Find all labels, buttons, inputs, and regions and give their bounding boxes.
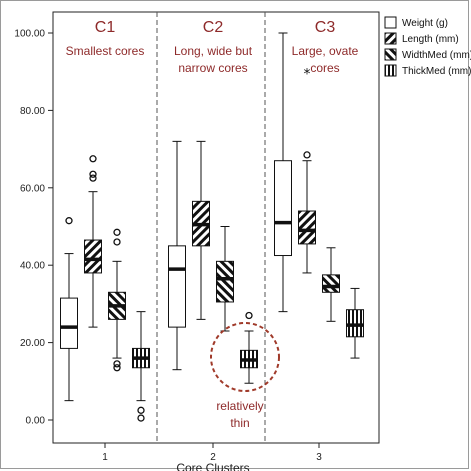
x-axis: 1 2 3: [102, 443, 322, 463]
legend-swatch-length: [384, 32, 397, 45]
box-2-cluster-1: [84, 191, 102, 328]
outlier-point: [89, 170, 97, 178]
legend-label-weight: Weight (g): [402, 18, 448, 29]
outlier-point: [113, 360, 121, 368]
box-3-cluster-1: [108, 260, 126, 359]
box-1-cluster-3: [274, 32, 292, 313]
box-iqr: [322, 274, 340, 293]
box-iqr: [216, 260, 234, 303]
box-3-cluster-3: [322, 247, 340, 322]
cluster-desc-c2-line2: narrow cores: [178, 61, 247, 75]
cluster-desc-c1: Smallest cores: [66, 44, 145, 58]
outlier-point: [89, 174, 97, 182]
box-4-cluster-3: [346, 287, 364, 359]
box-iqr: [346, 309, 364, 338]
outlier-point: [245, 311, 253, 320]
box-iqr: [60, 297, 78, 349]
outlier-point: [113, 228, 121, 236]
x-axis-title: Core Clusters: [176, 461, 249, 471]
cluster-label-c1: C1: [95, 19, 116, 36]
boxes-layer: [60, 32, 364, 402]
legend-label-length: Length (mm): [402, 34, 459, 45]
box-2-cluster-3: [298, 160, 316, 274]
box-iqr: [84, 239, 102, 274]
legend-label-thickmed: ThickMed (mm): [402, 66, 471, 77]
outlier-point: [137, 414, 145, 422]
outlier-point: [65, 217, 73, 225]
outlier-point: [89, 155, 97, 163]
cluster-desc-c3-line1: Large, ovate: [292, 44, 359, 58]
outlier-point: [137, 406, 145, 414]
y-tick-label: 60.00: [20, 183, 45, 194]
box-1-cluster-1: [60, 253, 78, 402]
y-tick-label: 0.00: [26, 416, 46, 427]
y-tick-label: 40.00: [20, 261, 45, 272]
outliers-layer: *: [65, 67, 311, 422]
outlier-point: [113, 238, 121, 246]
box-iqr: [168, 245, 186, 328]
cluster-label-c3: C3: [315, 19, 336, 36]
outlier-point: [303, 151, 311, 159]
x-tick-label: 1: [102, 452, 108, 463]
x-tick-label: 3: [316, 452, 322, 463]
annotation-line1: relatively: [216, 399, 263, 413]
legend-swatch-weight: [384, 16, 397, 29]
cluster-desc-c2-line1: Long, wide but: [174, 44, 253, 58]
y-tick-label: 20.00: [20, 338, 45, 349]
cluster-desc-c3-line2: cores: [310, 61, 339, 75]
box-1-cluster-2: [168, 140, 186, 371]
box-3-cluster-2: [216, 226, 234, 332]
annotation-circle: [210, 322, 280, 392]
x-tick-label: 2: [210, 452, 216, 463]
box-4-cluster-1: [132, 311, 150, 402]
y-tick-label: 80.00: [20, 106, 45, 117]
box-4-cluster-2: [240, 330, 258, 384]
legend-swatch-widthmed: [384, 48, 397, 61]
legend-swatch-thickmed: [384, 64, 397, 77]
annotation-line2: thin: [230, 416, 249, 430]
cluster-label-c2: C2: [203, 19, 224, 36]
box-iqr: [274, 160, 292, 257]
y-tick-label: 100.00: [14, 29, 45, 40]
box-2-cluster-2: [192, 140, 210, 320]
outlier-point: [113, 364, 121, 372]
box-iqr: [298, 210, 316, 245]
y-axis: 0.00 20.00 40.00 60.00 80.00 100.00: [14, 29, 53, 427]
extreme-point: *: [304, 67, 311, 83]
plot-area: [52, 11, 380, 444]
legend-label-widthmed: WidthMed (mm): [402, 50, 471, 61]
legend: Weight (g) Length (mm) WidthMed (mm) Thi…: [384, 16, 471, 77]
